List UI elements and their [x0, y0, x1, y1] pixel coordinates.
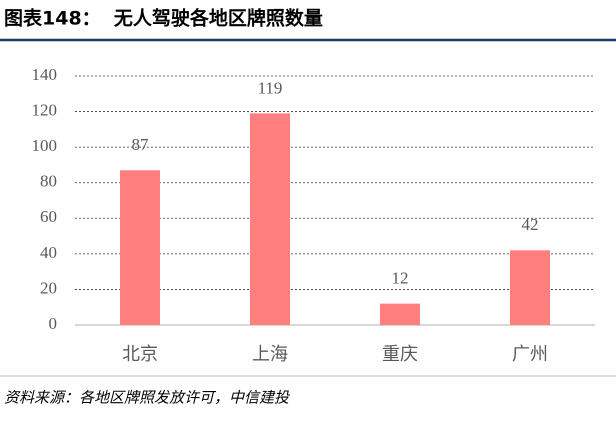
- value-label: 119: [258, 78, 283, 97]
- value-label: 87: [132, 135, 150, 154]
- y-tick-label: 20: [40, 278, 57, 297]
- value-label: 12: [392, 269, 409, 288]
- source-note: 资料来源：各地区牌照发放许可，中信建投: [4, 389, 291, 407]
- y-tick-label: 40: [40, 243, 57, 262]
- chart-title: 图表148： 无人驾驶各地区牌照数量: [4, 7, 323, 30]
- y-tick-label: 60: [40, 207, 57, 226]
- bar: [380, 303, 420, 325]
- y-tick-label: 0: [49, 314, 58, 333]
- x-tick-label: 北京: [122, 344, 158, 365]
- value-label: 42: [522, 215, 539, 234]
- x-tick-label: 广州: [512, 344, 548, 365]
- bar: [250, 113, 290, 325]
- bar: [120, 170, 160, 325]
- y-tick-label: 80: [40, 172, 57, 191]
- y-tick-label: 100: [32, 136, 58, 155]
- x-tick-label: 重庆: [382, 344, 418, 365]
- y-tick-label: 120: [32, 100, 58, 119]
- bar: [510, 250, 550, 325]
- x-tick-label: 上海: [252, 344, 288, 365]
- y-tick-label: 140: [32, 65, 58, 84]
